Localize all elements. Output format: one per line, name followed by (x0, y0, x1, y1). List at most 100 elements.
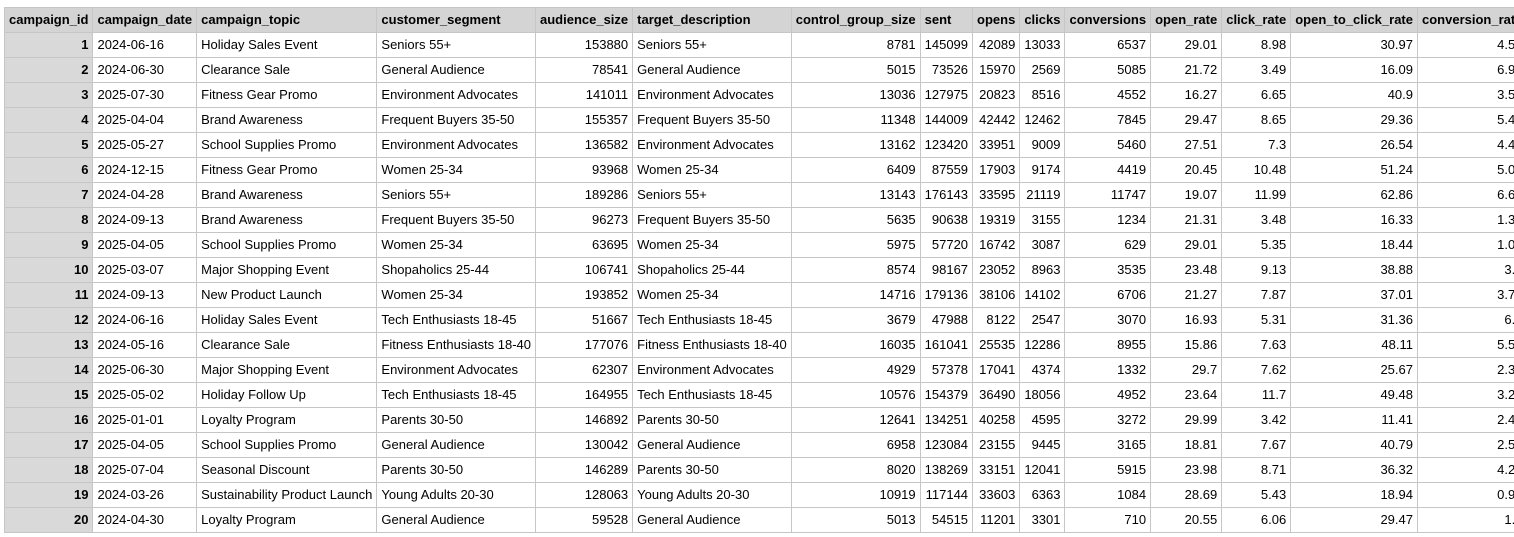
cell-campaign-date[interactable]: 2025-05-02 (92, 382, 198, 408)
cell-sent[interactable]: 57720 (919, 232, 974, 258)
cell-campaign-topic[interactable]: Holiday Sales Event (196, 32, 378, 58)
cell-click-rate[interactable]: 10.48 (1221, 157, 1292, 183)
cell-open-to-click-rate[interactable]: 26.54 (1290, 132, 1418, 158)
cell-campaign-date[interactable]: 2024-09-13 (92, 282, 198, 308)
cell-control-group-size[interactable]: 6958 (790, 432, 921, 458)
cell-sent[interactable]: 47988 (919, 307, 974, 333)
table-row[interactable]: 9 2025-04-05 School Supplies Promo Women 25… (3, 232, 1514, 258)
cell-conversions[interactable]: 8955 (1064, 332, 1152, 358)
column-header-conversion-rate[interactable]: conversion_rate (1416, 7, 1514, 33)
cell-opens[interactable]: 15970 (972, 57, 1021, 83)
cell-campaign-topic[interactable]: New Product Launch (196, 282, 378, 308)
cell-customer-segment[interactable]: Women 25-34 (376, 282, 536, 308)
cell-control-group-size[interactable]: 10576 (790, 382, 921, 408)
cell-opens[interactable]: 42442 (972, 107, 1021, 133)
cell-sent[interactable]: 127975 (919, 82, 974, 108)
row-header[interactable]: 4 (3, 107, 94, 133)
cell-conversions[interactable]: 1084 (1064, 482, 1152, 508)
cell-target-description[interactable]: Shopaholics 25-44 (632, 257, 792, 283)
cell-audience-size[interactable]: 177076 (534, 332, 634, 358)
cell-conversion-rate[interactable]: 5.56 (1416, 332, 1514, 358)
cell-customer-segment[interactable]: Parents 30-50 (376, 407, 536, 433)
cell-conversions[interactable]: 11747 (1064, 182, 1152, 208)
cell-open-rate[interactable]: 18.81 (1150, 432, 1223, 458)
cell-sent[interactable]: 123084 (919, 432, 974, 458)
cell-conversions[interactable]: 3272 (1064, 407, 1152, 433)
cell-click-rate[interactable]: 6.65 (1221, 82, 1292, 108)
cell-click-rate[interactable]: 11.99 (1221, 182, 1292, 208)
cell-control-group-size[interactable]: 10919 (790, 482, 921, 508)
cell-customer-segment[interactable]: Women 25-34 (376, 157, 536, 183)
cell-sent[interactable]: 73526 (919, 57, 974, 83)
cell-open-to-click-rate[interactable]: 31.36 (1290, 307, 1418, 333)
cell-campaign-topic[interactable]: Major Shopping Event (196, 357, 378, 383)
row-header[interactable]: 16 (3, 407, 94, 433)
cell-target-description[interactable]: Environment Advocates (632, 132, 792, 158)
cell-click-rate[interactable]: 8.98 (1221, 32, 1292, 58)
cell-open-to-click-rate[interactable]: 38.88 (1290, 257, 1418, 283)
cell-conversions[interactable]: 5085 (1064, 57, 1152, 83)
table-row[interactable]: 19 2024-03-26 Sustainability Product Launc… (3, 482, 1514, 508)
cell-target-description[interactable]: Parents 30-50 (632, 457, 792, 483)
cell-control-group-size[interactable]: 14716 (790, 282, 921, 308)
cell-customer-segment[interactable]: Parents 30-50 (376, 457, 536, 483)
cell-open-to-click-rate[interactable]: 48.11 (1290, 332, 1418, 358)
cell-sent[interactable]: 134251 (919, 407, 974, 433)
cell-audience-size[interactable]: 146289 (534, 457, 634, 483)
cell-clicks[interactable]: 4374 (1019, 357, 1066, 383)
cell-customer-segment[interactable]: Seniors 55+ (376, 182, 536, 208)
table-row[interactable]: 2 2024-06-30 Clearance Sale General Audienc… (3, 57, 1514, 83)
row-header[interactable]: 11 (3, 282, 94, 308)
cell-conversions[interactable]: 6706 (1064, 282, 1152, 308)
cell-control-group-size[interactable]: 5015 (790, 57, 921, 83)
cell-target-description[interactable]: Parents 30-50 (632, 407, 792, 433)
cell-opens[interactable]: 25535 (972, 332, 1021, 358)
cell-control-group-size[interactable]: 6409 (790, 157, 921, 183)
cell-conversion-rate[interactable]: 3.6 (1416, 257, 1514, 283)
cell-clicks[interactable]: 3301 (1019, 507, 1066, 533)
cell-campaign-topic[interactable]: Sustainability Product Launch (196, 482, 378, 508)
cell-target-description[interactable]: General Audience (632, 432, 792, 458)
column-header-open-rate[interactable]: open_rate (1150, 7, 1223, 33)
cell-opens[interactable]: 8122 (972, 307, 1021, 333)
cell-audience-size[interactable]: 128063 (534, 482, 634, 508)
cell-control-group-size[interactable]: 5013 (790, 507, 921, 533)
cell-opens[interactable]: 33595 (972, 182, 1021, 208)
cell-clicks[interactable]: 12462 (1019, 107, 1066, 133)
cell-audience-size[interactable]: 136582 (534, 132, 634, 158)
cell-campaign-topic[interactable]: Brand Awareness (196, 207, 378, 233)
cell-conversion-rate[interactable]: 6.67 (1416, 182, 1514, 208)
cell-open-rate[interactable]: 28.69 (1150, 482, 1223, 508)
cell-campaign-topic[interactable]: Brand Awareness (196, 182, 378, 208)
cell-campaign-date[interactable]: 2025-07-30 (92, 82, 198, 108)
cell-campaign-topic[interactable]: School Supplies Promo (196, 432, 378, 458)
cell-conversion-rate[interactable]: 3.21 (1416, 382, 1514, 408)
cell-customer-segment[interactable]: Fitness Enthusiasts 18-40 (376, 332, 536, 358)
row-header[interactable]: 1 (3, 32, 94, 58)
cell-opens[interactable]: 17903 (972, 157, 1021, 183)
cell-conversion-rate[interactable]: 4.42 (1416, 132, 1514, 158)
cell-audience-size[interactable]: 146892 (534, 407, 634, 433)
cell-campaign-date[interactable]: 2025-05-27 (92, 132, 198, 158)
cell-click-rate[interactable]: 8.65 (1221, 107, 1292, 133)
row-header[interactable]: 3 (3, 82, 94, 108)
cell-open-rate[interactable]: 29.99 (1150, 407, 1223, 433)
cell-audience-size[interactable]: 96273 (534, 207, 634, 233)
cell-conversions[interactable]: 4552 (1064, 82, 1152, 108)
cell-conversions[interactable]: 1234 (1064, 207, 1152, 233)
cell-target-description[interactable]: Environment Advocates (632, 357, 792, 383)
cell-conversions[interactable]: 5915 (1064, 457, 1152, 483)
cell-open-rate[interactable]: 29.7 (1150, 357, 1223, 383)
cell-control-group-size[interactable]: 12641 (790, 407, 921, 433)
cell-open-rate[interactable]: 21.72 (1150, 57, 1223, 83)
cell-control-group-size[interactable]: 13036 (790, 82, 921, 108)
cell-audience-size[interactable]: 155357 (534, 107, 634, 133)
cell-clicks[interactable]: 18056 (1019, 382, 1066, 408)
cell-campaign-date[interactable]: 2024-04-28 (92, 182, 198, 208)
cell-open-rate[interactable]: 23.98 (1150, 457, 1223, 483)
cell-audience-size[interactable]: 189286 (534, 182, 634, 208)
cell-conversion-rate[interactable]: 4.51 (1416, 32, 1514, 58)
cell-conversion-rate[interactable]: 1.09 (1416, 232, 1514, 258)
cell-clicks[interactable]: 3155 (1019, 207, 1066, 233)
cell-clicks[interactable]: 8963 (1019, 257, 1066, 283)
